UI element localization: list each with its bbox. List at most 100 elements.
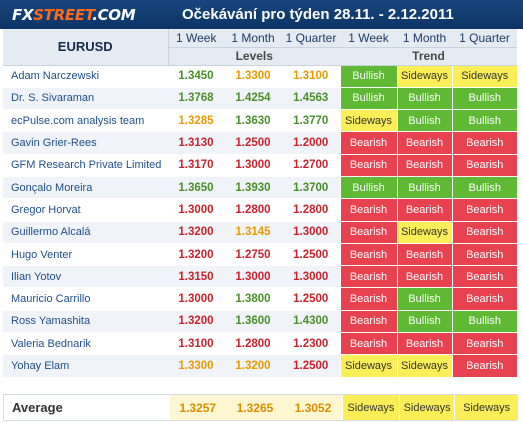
levels-group-label: Levels [168,47,340,66]
table-row: Dr. S. Sivaraman 1.3768 1.4254 1.4563 Bullis… [3,87,517,111]
trend-1m-badge: Bullish [396,310,452,334]
col-trend-1q: 1 Quarter [452,29,517,48]
trend-1m-badge: Sideways [396,354,452,378]
average-level-1m: 1.3265 [225,395,285,420]
trend-1q-badge: Bullish [451,109,517,133]
level-1q: 1.2500 [282,354,340,378]
level-1q: 1.2300 [282,332,340,356]
forecast-table-container: EURUSD 1 Week 1 Month 1 Quarter 1 Week 1… [3,29,517,378]
analyst-name[interactable]: Gonçalo Moreira [3,176,168,200]
logo-prefix: FX [12,5,34,24]
group-header-row: Levels Trend [3,47,517,66]
trend-1w-badge: Sideways [339,109,397,133]
level-1m: 1.2500 [224,131,282,155]
trend-1w-badge: Bearish [339,154,397,177]
trend-1m-badge: Bearish [396,198,452,222]
level-1w: 1.3130 [168,131,224,155]
forecast-rows: Adam Narczewski 1.3450 1.3300 1.3100 Bullish… [3,65,517,378]
logo-main: STREET [33,5,93,24]
level-1m: 1.3630 [224,109,282,133]
level-1q: 1.4563 [282,87,340,111]
average-row: Average 1.3257 1.3265 1.3052 Sideways Si… [3,394,518,421]
trend-1m-badge: Sideways [396,221,452,244]
level-1w: 1.3200 [168,310,224,334]
table-row: Gavin Grier-Rees 1.3130 1.2500 1.2000 Bearis… [3,131,517,155]
level-1q: 1.2000 [282,131,340,155]
table-row: Mauricio Carrillo 1.3000 1.3800 1.2500 Beari… [3,287,517,311]
level-1w: 1.3768 [168,87,224,111]
trend-1q-badge: Bearish [451,354,517,378]
fxstreet-logo[interactable]: FXSTREET.COM [0,6,150,24]
level-1w: 1.3650 [168,176,224,200]
average-label: Average [12,400,63,415]
col-level-1q: 1 Quarter [282,29,340,48]
trend-1w-badge: Bearish [339,310,397,334]
level-1w: 1.3150 [168,265,224,289]
average-trend-1m: Sideways [399,395,455,420]
trend-1q-badge: Bearish [451,332,517,356]
table-row: Adam Narczewski 1.3450 1.3300 1.3100 Bullish… [3,65,517,88]
trend-1m-badge: Bullish [396,287,452,311]
level-1q: 1.2700 [282,154,340,177]
trend-1w-badge: Bearish [339,332,397,356]
level-1m: 1.3930 [224,176,282,200]
level-1w: 1.3300 [168,354,224,378]
trend-1m-badge: Bearish [396,265,452,289]
analyst-name[interactable]: Hugo Venter [3,243,168,267]
trend-1w-badge: Bullish [339,176,397,200]
analyst-name[interactable]: Ross Yamashita [3,310,168,334]
level-1w: 1.3000 [168,287,224,311]
col-level-1w: 1 Week [168,29,224,48]
trend-1m-badge: Bullish [396,87,452,111]
trend-1q-badge: Bearish [451,198,517,222]
table-row: Valeria Bednarik 1.3100 1.2800 1.2300 Bearis… [3,332,517,356]
trend-1q-badge: Bearish [451,221,517,244]
page-title: Očekávání pro týden 28.11. - 2.12.2011 [182,6,454,23]
level-1q: 1.3100 [282,65,340,88]
table-row: Hugo Venter 1.3200 1.2750 1.2500 Bearish Bear… [3,243,517,267]
analyst-name[interactable]: Ilian Yotov [3,265,168,289]
level-1w: 1.3285 [168,109,224,133]
level-1m: 1.3300 [224,65,282,88]
trend-1w-badge: Bullish [339,65,397,88]
analyst-name[interactable]: Gregor Horvat [3,198,168,222]
level-1m: 1.3200 [224,354,282,378]
analyst-name[interactable]: Valeria Bednarik [3,332,168,356]
trend-1m-badge: Bearish [396,131,452,155]
analyst-name[interactable]: Guillermo Alcalá [3,221,168,244]
average-level-1q: 1.3052 [284,395,343,420]
level-1w: 1.3450 [168,65,224,88]
analyst-name[interactable]: Gavin Grier-Rees [3,131,168,155]
table-row: Gregor Horvat 1.3000 1.2800 1.2800 Bearish Be… [3,198,517,222]
analyst-name[interactable]: Dr. S. Sivaraman [3,87,168,111]
analyst-name[interactable]: Yohay Elam [3,354,168,378]
table-row: Ross Yamashita 1.3200 1.3600 1.4300 Bearish B… [3,310,517,334]
trend-1m-badge: Bullish [396,109,452,133]
trend-1m-badge: Bearish [396,243,452,267]
trend-1q-badge: Bearish [451,131,517,155]
analyst-name[interactable]: Adam Narczewski [3,65,168,88]
level-1w: 1.3200 [168,243,224,267]
analyst-name[interactable]: Mauricio Carrillo [3,287,168,311]
analyst-name[interactable]: GFM Research Private Limited [3,154,168,177]
trend-1w-badge: Bullish [339,87,397,111]
trend-1q-badge: Bearish [451,265,517,289]
level-1q: 1.2800 [282,198,340,222]
table-row: Ilian Yotov 1.3150 1.3000 1.3000 Bearish Bear… [3,265,517,289]
level-1m: 1.2800 [224,198,282,222]
trend-1m-badge: Bearish [396,332,452,356]
table-row: Guillermo Alcalá 1.3200 1.3145 1.3000 Bearis… [3,221,517,244]
trend-1w-badge: Bearish [339,287,397,311]
level-1q: 1.3770 [282,109,340,133]
trend-1q-badge: Bearish [451,154,517,177]
level-1q: 1.3000 [282,221,340,244]
analyst-name[interactable]: ecPulse.com analysis team [3,109,168,133]
trend-1m-badge: Bearish [396,154,452,177]
trend-1q-badge: Bullish [451,87,517,111]
level-1m: 1.3000 [224,154,282,177]
level-1q: 1.2500 [282,243,340,267]
table-row: ecPulse.com analysis team 1.3285 1.3630 1.3… [3,109,517,133]
trend-1m-badge: Sideways [396,65,452,88]
level-1m: 1.3145 [224,221,282,244]
level-1q: 1.3000 [282,265,340,289]
